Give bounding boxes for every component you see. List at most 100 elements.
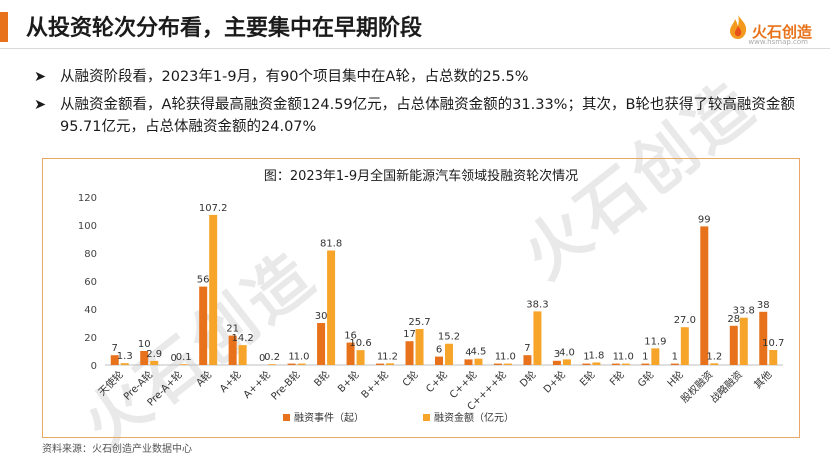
bar-events: [346, 342, 355, 365]
bar-events: [110, 355, 119, 365]
data-label: 0.2: [264, 352, 280, 363]
data-label: 1.0: [294, 352, 310, 363]
bar-events: [552, 360, 561, 365]
data-label: 28: [727, 314, 740, 325]
x-category-label: A轮: [193, 368, 214, 389]
y-tick-label: 120: [78, 193, 97, 204]
bar-events: [435, 356, 443, 365]
bar-events: [611, 363, 620, 365]
bullet-text: 从融资阶段看，2023年1-9月，有90个项目集中在A轮，占总数的25.5%: [60, 69, 529, 85]
data-label: 2.9: [146, 349, 162, 360]
x-category-label: C+轮: [423, 368, 450, 395]
data-label: 1.3: [117, 351, 133, 362]
data-label: 1: [288, 352, 294, 363]
data-label: 0: [171, 353, 177, 364]
data-label: 6: [436, 345, 442, 356]
bar-events: [759, 311, 768, 365]
chart-frame: 图：2023年1-9月全国新能源汽车领域投融资轮次情况 0 20 40 60 80 100…: [42, 158, 800, 438]
bar-events: [376, 363, 385, 365]
x-category-label: F轮: [607, 368, 627, 388]
x-category-label: B++轮: [358, 368, 391, 401]
data-label: 21: [226, 324, 239, 335]
bar-amount: [356, 350, 365, 365]
bar-amount: [474, 358, 483, 365]
bar-events: [317, 323, 326, 365]
bar-events: [523, 355, 532, 365]
x-category-label: E轮: [577, 368, 598, 389]
logo-text: 火石创造: [751, 23, 812, 41]
bar-amount: [680, 327, 689, 365]
legend-swatch-events: [283, 414, 290, 421]
x-category-label: B轮: [311, 368, 332, 389]
header-divider: [0, 48, 830, 49]
data-label: 0.1: [176, 352, 192, 363]
bar-events: [228, 335, 237, 365]
x-category-label: B+轮: [335, 368, 362, 395]
data-label: 15.2: [438, 332, 460, 343]
data-label: 25.7: [408, 317, 430, 328]
data-label: 1: [613, 352, 619, 363]
bar-amount: [710, 363, 719, 365]
y-tick-label: 60: [84, 277, 97, 288]
x-category-label: G轮: [635, 368, 657, 390]
x-category-label: Pre-B轮: [268, 368, 303, 403]
bar-amount: [503, 363, 512, 365]
source-note: 资料来源：火石创造产业数据中心: [42, 444, 192, 455]
title-accent-bar: [0, 12, 8, 42]
data-label: 7: [524, 343, 530, 354]
bar-chart: 02040608010012071.3天使轮102.9Pre-A轮00.1Pre…: [78, 193, 784, 424]
bar-amount: [533, 311, 542, 365]
data-label: 10: [138, 339, 151, 350]
data-label: 10.7: [762, 338, 784, 349]
bar-events: [670, 363, 679, 365]
data-label: 1: [672, 352, 678, 363]
bar-amount: [769, 350, 778, 365]
bullet-text: 从融资金额看，A轮获得最高融资金额124.59亿元，占总体融资金额的31.33%…: [60, 97, 795, 135]
bar-events: [464, 359, 473, 365]
chart-title: 图：2023年1-9月全国新能源汽车领域投融资轮次情况: [263, 169, 579, 184]
data-label: 1.0: [500, 352, 516, 363]
bar-amount: [592, 362, 601, 365]
y-tick-label: 80: [84, 249, 97, 260]
bar-events: [493, 363, 502, 365]
data-label: 4.5: [471, 347, 487, 358]
x-category-label: A++轮: [240, 368, 273, 401]
bar-amount: [739, 317, 748, 365]
data-label: 3: [554, 349, 560, 360]
data-label: 17: [403, 329, 416, 340]
data-label: 14.2: [232, 333, 254, 344]
bar-events: [700, 226, 709, 365]
bar-events: [582, 363, 591, 365]
data-label: 1.2: [382, 351, 398, 362]
data-label: 1.2: [706, 351, 722, 362]
bar-amount: [268, 364, 277, 365]
data-label: 81.8: [320, 238, 342, 249]
x-category-label: 天使轮: [95, 368, 125, 398]
bar-events: [287, 363, 296, 365]
bullet-arrow-icon: ➤: [34, 97, 47, 113]
flame-icon: [729, 15, 747, 39]
bar-events: [405, 341, 414, 365]
bar-amount: [386, 363, 395, 365]
bar-amount: [297, 363, 306, 365]
bullet-item: ➤ 从融资阶段看，2023年1-9月，有90个项目集中在A轮，占总数的25.5%: [34, 66, 824, 88]
x-category-label: H轮: [664, 368, 686, 390]
bar-events: [729, 325, 738, 365]
bar-events: [199, 286, 208, 365]
bar-amount: [327, 250, 336, 365]
legend-label-events: 融资事件（起）: [294, 411, 364, 424]
x-category-label: 其他: [751, 368, 774, 391]
x-category-label: D+轮: [540, 368, 568, 396]
data-label: 107.2: [199, 203, 228, 214]
bar-amount: [445, 343, 453, 365]
legend-swatch-amount: [423, 414, 430, 421]
data-label: 33.8: [733, 306, 755, 317]
y-tick-label: 20: [84, 333, 97, 344]
bar-amount: [562, 359, 571, 365]
y-tick-label: 40: [84, 305, 97, 316]
bullet-item: ➤ 从融资金额看，A轮获得最高融资金额124.59亿元，占总体融资金额的31.3…: [34, 94, 824, 138]
bar-amount: [150, 360, 159, 365]
data-label: 11.9: [644, 336, 666, 347]
data-label: 0: [259, 353, 265, 364]
logo-url: www.hsmap.com: [748, 38, 808, 46]
